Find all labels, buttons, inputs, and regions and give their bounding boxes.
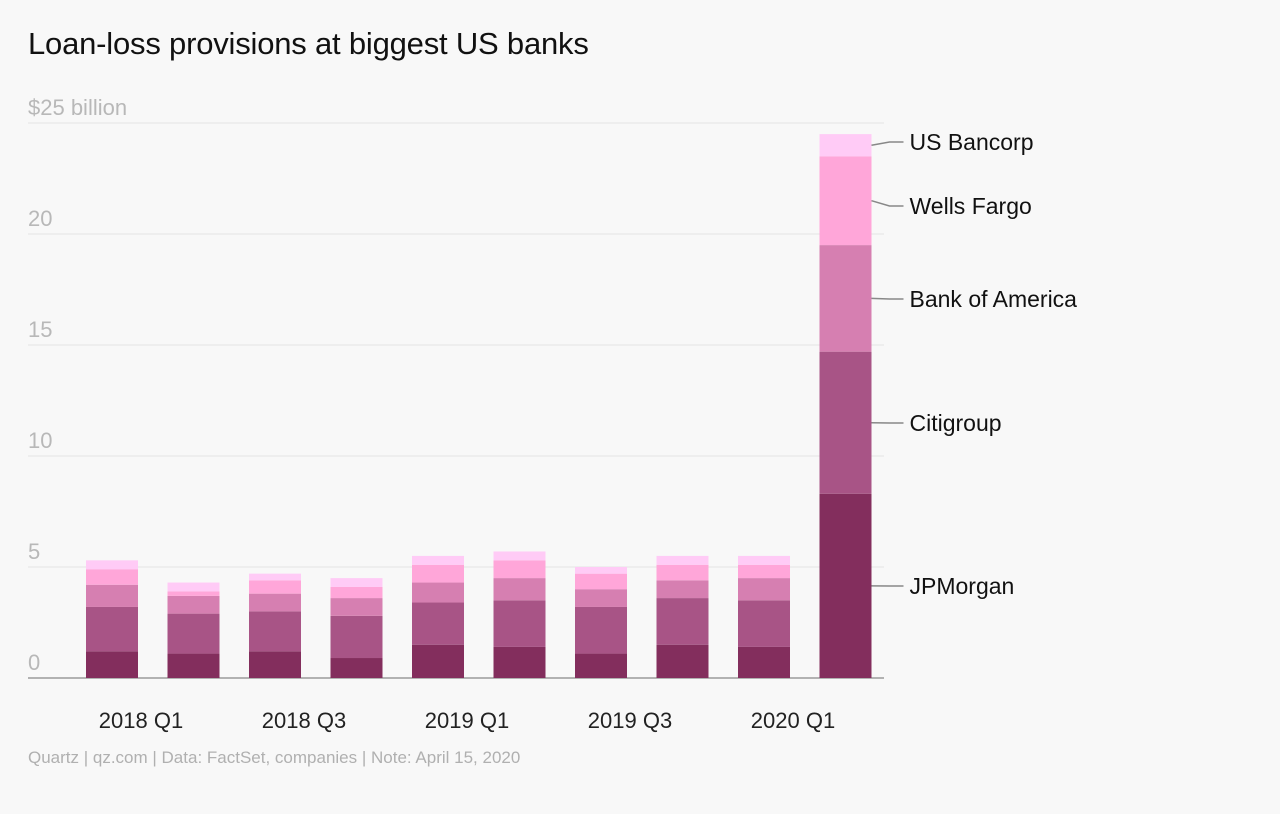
bar-segment-jpmorgan: [249, 651, 301, 678]
x-tick-label: 2018 Q1: [99, 708, 183, 733]
bar-segment-citigroup: [330, 615, 383, 659]
bar-segment-bank-of-america: [738, 578, 790, 601]
bar-segment-citigroup: [493, 600, 546, 647]
bar-segment-us-bancorp: [412, 555, 464, 565]
series-label-us-bancorp: US Bancorp: [910, 129, 1034, 155]
bar-segment-us-bancorp: [86, 560, 138, 570]
bar-segment-jpmorgan: [819, 493, 872, 678]
bar-segment-citigroup: [412, 602, 464, 645]
bar-segment-wells-fargo: [493, 560, 546, 579]
bar-segment-bank-of-america: [249, 593, 301, 612]
bar-segment-jpmorgan: [412, 644, 464, 678]
bar-segment-us-bancorp: [167, 582, 220, 592]
bar-segment-bank-of-america: [493, 578, 546, 601]
series-label-citigroup: Citigroup: [910, 410, 1002, 436]
y-tick-label: 5: [28, 539, 40, 564]
bar-segment-bank-of-america: [575, 589, 627, 607]
x-tick-label: 2019 Q3: [588, 708, 672, 733]
bar-segment-wells-fargo: [167, 591, 220, 596]
y-tick-label: 15: [28, 317, 52, 342]
bar-segment-jpmorgan: [330, 658, 383, 678]
bar-segment-us-bancorp: [738, 555, 790, 565]
bar-segment-citigroup: [249, 611, 301, 652]
bar-segment-wells-fargo: [738, 564, 790, 579]
series-label-jpmorgan: JPMorgan: [910, 573, 1015, 599]
series-leader-line: [871, 199, 904, 207]
series-label-bank-of-america: Bank of America: [910, 286, 1078, 312]
bar-segment-citigroup: [575, 606, 627, 654]
bar-segment-us-bancorp: [330, 578, 383, 587]
bar-segment-wells-fargo: [575, 573, 627, 590]
bar-segment-wells-fargo: [819, 156, 872, 246]
chart-title: Loan-loss provisions at biggest US banks: [28, 26, 589, 61]
y-tick-label: 20: [28, 206, 52, 231]
bar-segment-citigroup: [86, 606, 138, 652]
bar-segment-us-bancorp: [819, 134, 872, 157]
bar-segment-bank-of-america: [330, 598, 383, 616]
bar-segment-us-bancorp: [575, 567, 627, 574]
bar-segment-jpmorgan: [493, 646, 546, 678]
y-tick-label: 0: [28, 650, 40, 675]
bar-segment-jpmorgan: [167, 653, 220, 678]
bar-segment-wells-fargo: [656, 564, 709, 581]
bar-segment-wells-fargo: [330, 586, 383, 599]
x-tick-label: 2019 Q1: [425, 708, 509, 733]
bar-segment-jpmorgan: [656, 644, 709, 678]
bar-segment-wells-fargo: [249, 580, 301, 594]
bar-segment-bank-of-america: [167, 595, 220, 614]
source-footer: Quartz | qz.com | Data: FactSet, compani…: [28, 748, 521, 767]
bar-segment-jpmorgan: [738, 646, 790, 678]
series-leader-line: [871, 141, 904, 146]
bar-segment-bank-of-america: [412, 582, 464, 603]
bar-segment-citigroup: [656, 598, 709, 645]
series-leader-line: [871, 297, 904, 300]
bar-segment-citigroup: [738, 600, 790, 647]
bar-segment-us-bancorp: [493, 551, 546, 561]
bar-segment-bank-of-america: [819, 245, 872, 352]
y-tick-label: 10: [28, 428, 52, 453]
bar-segment-bank-of-america: [86, 584, 138, 607]
bar-segment-wells-fargo: [412, 564, 464, 583]
series-label-wells-fargo: Wells Fargo: [910, 193, 1032, 219]
x-tick-label: 2018 Q3: [262, 708, 346, 733]
y-tick-label: $25 billion: [28, 95, 127, 120]
bar-segment-citigroup: [819, 351, 872, 494]
bar-segment-wells-fargo: [86, 569, 138, 585]
bar-segment-bank-of-america: [656, 580, 709, 599]
bar-segment-jpmorgan: [575, 653, 627, 678]
bar-segment-citigroup: [167, 613, 220, 654]
bar-segment-jpmorgan: [86, 651, 138, 678]
x-tick-label: 2020 Q1: [751, 708, 835, 733]
bar-segment-us-bancorp: [249, 573, 301, 581]
bar-segment-us-bancorp: [656, 555, 709, 565]
